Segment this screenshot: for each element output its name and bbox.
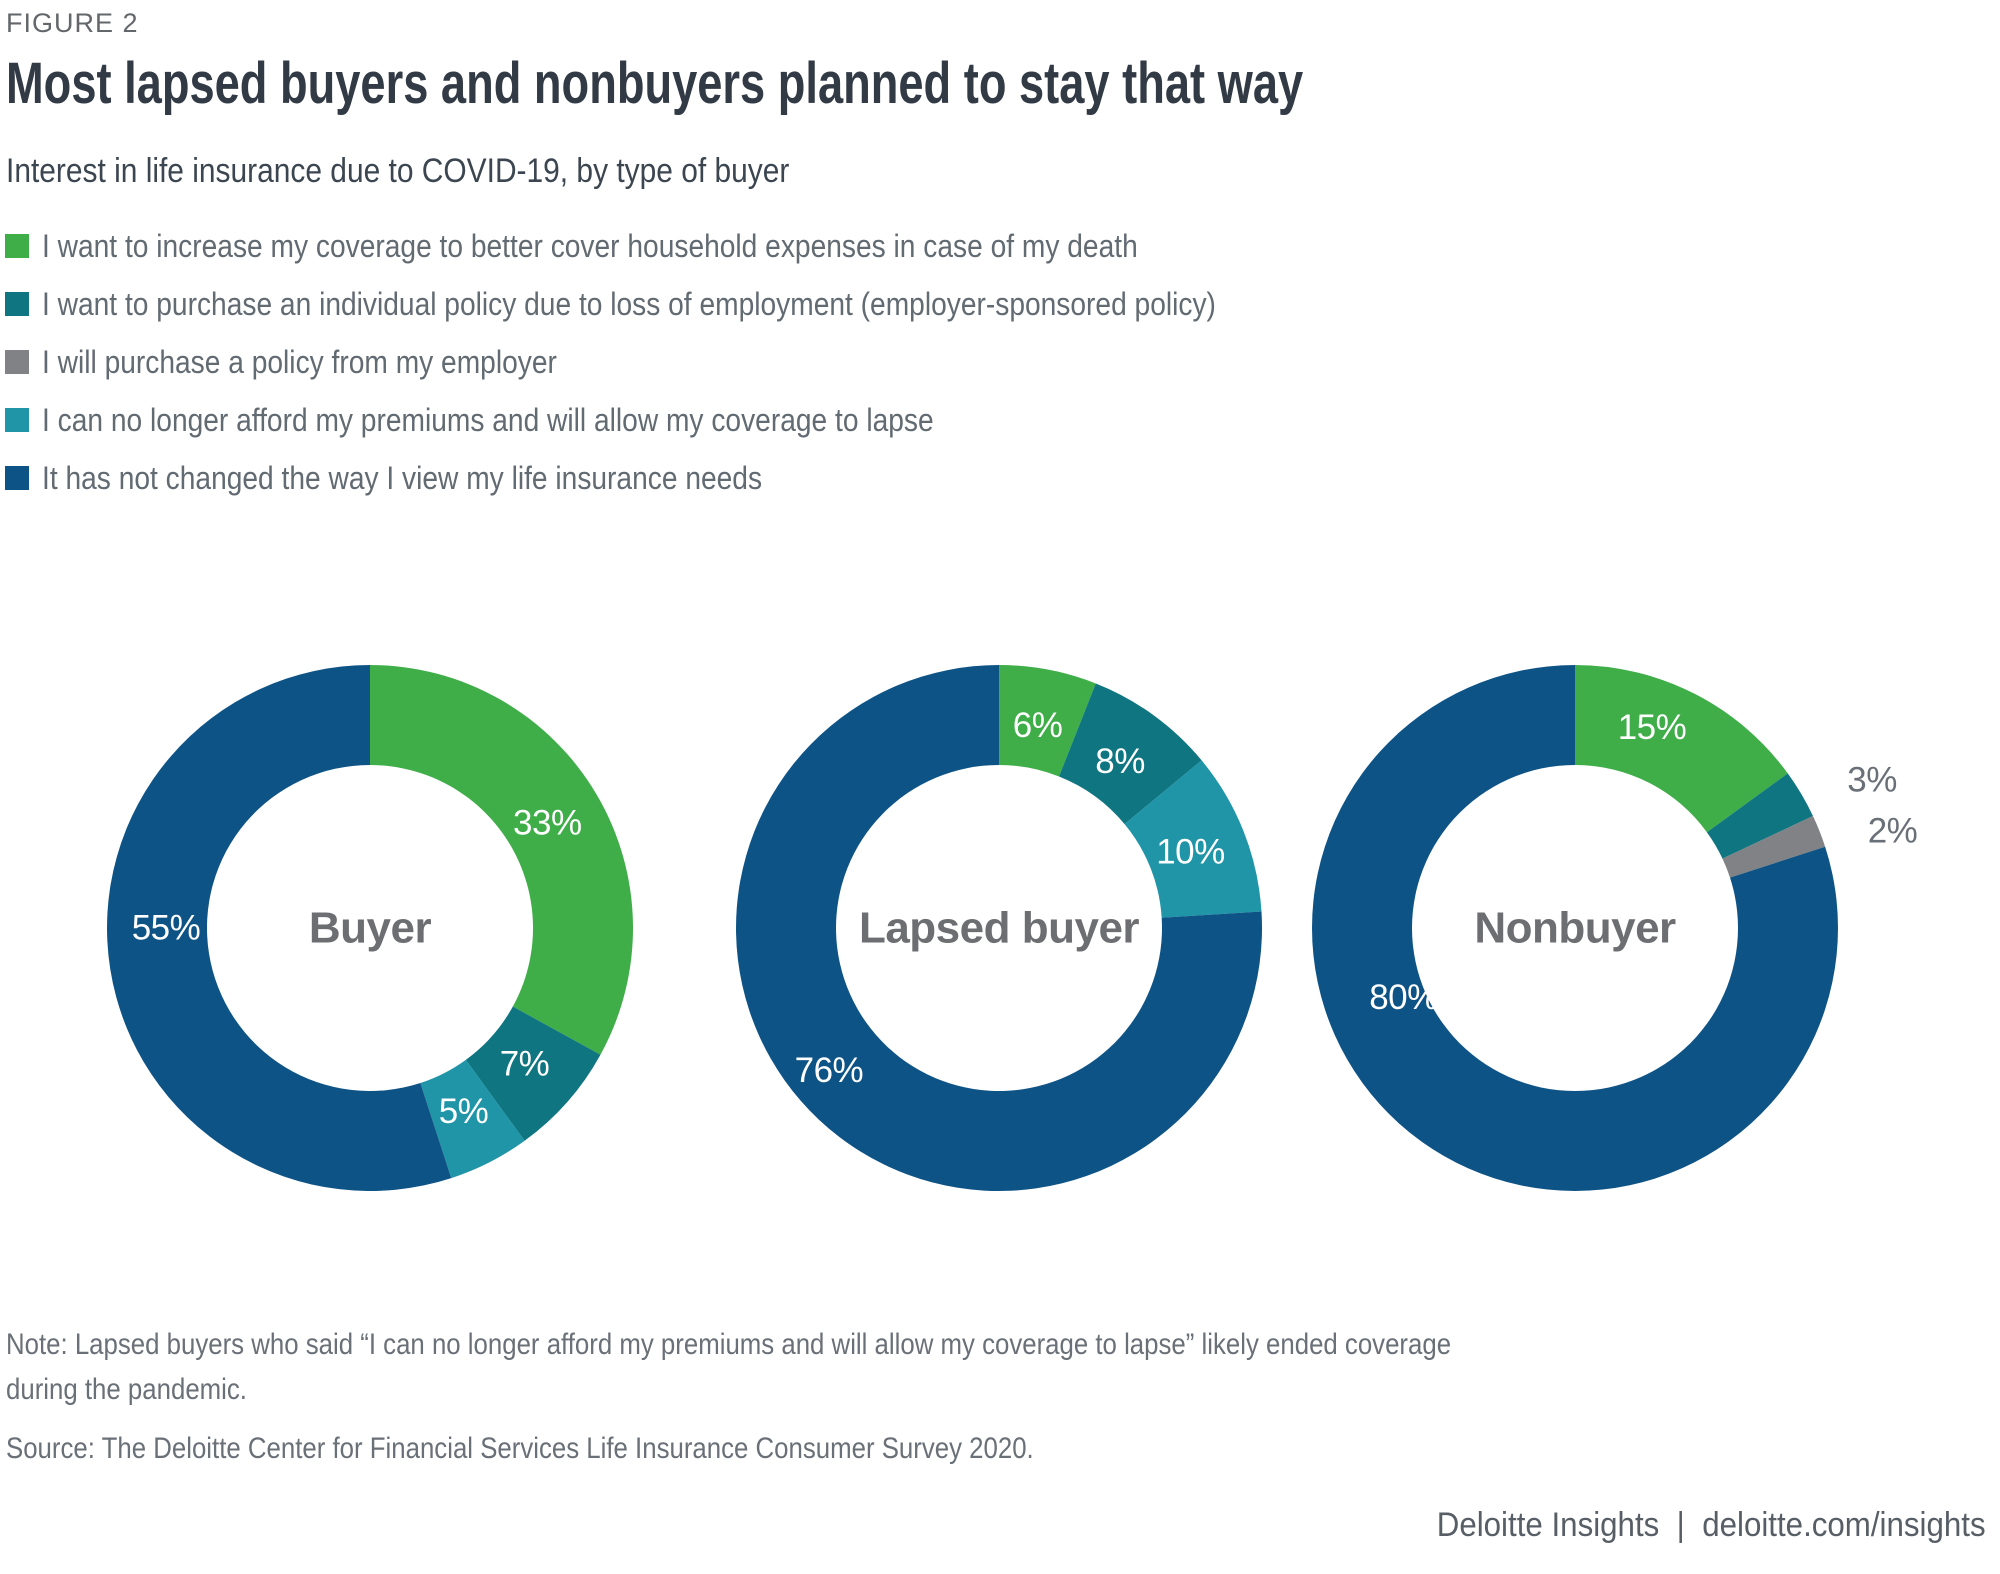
slice-nonbuyer-unchanged <box>1312 665 1839 1191</box>
slice-label-lapsed-buyer-individual: 8% <box>1095 742 1145 781</box>
slice-buyer-increase <box>370 665 634 1055</box>
legend-label: I will purchase a policy from my employe… <box>42 343 557 380</box>
slice-buyer-lapse <box>420 1059 525 1179</box>
slice-label-lapsed-buyer-lapse: 10% <box>1156 833 1225 872</box>
slice-label-buyer-unchanged: 55% <box>132 909 201 948</box>
legend-swatch-icon <box>5 292 29 316</box>
legend-item: I want to purchase an individual policy … <box>5 284 1376 324</box>
slice-nonbuyer-individual <box>1706 773 1813 859</box>
donut-charts: 33% 7% 5% 55% Buyer 6% 8% 10% 76% Lapsed buyer 15%… <box>0 638 2000 1218</box>
slice-label-buyer-increase: 33% <box>513 804 582 843</box>
slice-nonbuyer-employer <box>1722 816 1826 878</box>
legend-swatch-icon <box>5 408 29 432</box>
slice-nonbuyer-increase <box>1575 665 1788 833</box>
legend-label: It has not changed the way I view my lif… <box>42 459 763 496</box>
slice-label-nonbuyer-increase: 15% <box>1618 708 1687 747</box>
legend-item: I want to increase my coverage to better… <box>5 226 1376 266</box>
donut-center-label-nonbuyer: Nonbuyer <box>1474 904 1676 953</box>
legend-item: It has not changed the way I view my lif… <box>5 458 1376 498</box>
slice-label-buyer-lapse: 5% <box>439 1092 489 1131</box>
legend-label: I want to increase my coverage to better… <box>42 227 1138 264</box>
legend: I want to increase my coverage to better… <box>5 226 1376 516</box>
donut-charts-svg: 33% 7% 5% 55% Buyer 6% 8% 10% 76% Lapsed buyer 15%… <box>107 665 1918 1191</box>
slice-lapsed-buyer-increase <box>999 665 1096 777</box>
page-subtitle: Interest in life insurance due to COVID-… <box>6 152 896 191</box>
slice-label-lapsed-buyer-unchanged: 76% <box>795 1051 864 1090</box>
page-title-text: Most lapsed buyers and nonbuyers planned… <box>6 51 1304 116</box>
footer-site: deloitte.com/insights <box>1702 1506 1986 1544</box>
slice-label-lapsed-buyer-increase: 6% <box>1013 706 1063 745</box>
legend-swatch-icon <box>5 234 29 258</box>
donut-center-label-lapsed-buyer: Lapsed buyer <box>859 904 1139 953</box>
footer-brand: Deloitte Insights <box>1437 1506 1660 1544</box>
note-text: Note: Lapsed buyers who said “I can no l… <box>6 1328 1452 1406</box>
slice-label-buyer-individual: 7% <box>500 1045 550 1084</box>
legend-swatch-icon <box>5 466 29 490</box>
page-title: Most lapsed buyers and nonbuyers planned… <box>6 50 1669 117</box>
figure-label: FIGURE 2 <box>6 8 139 38</box>
slice-lapsed-buyer-lapse <box>1124 760 1262 918</box>
slice-lapsed-buyer-unchanged <box>735 665 1262 1191</box>
source-text: Source: The Deloitte Center for Financia… <box>6 1432 1034 1465</box>
page-subtitle-text: Interest in life insurance due to COVID-… <box>6 152 790 190</box>
legend-item: I can no longer afford my premiums and w… <box>5 400 1376 440</box>
donut-chart-lapsed-buyer: 6% 8% 10% 76% Lapsed buyer <box>735 665 1262 1191</box>
slice-label-nonbuyer-employer: 2% <box>1868 811 1918 850</box>
donut-chart-buyer: 33% 7% 5% 55% Buyer <box>107 665 634 1191</box>
footer-text: Deloitte Insights | deloitte.com/insight… <box>1389 1506 1986 1545</box>
slice-buyer-individual <box>465 1006 601 1141</box>
slice-label-nonbuyer-unchanged: 80% <box>1369 978 1438 1017</box>
slice-lapsed-buyer-individual <box>1059 683 1202 825</box>
slice-label-nonbuyer-individual: 3% <box>1847 760 1897 799</box>
slice-buyer-unchanged <box>107 665 452 1191</box>
donut-chart-nonbuyer: 15% 3% 2% 80% Nonbuyer <box>1312 665 1918 1191</box>
legend-item: I will purchase a policy from my employe… <box>5 342 1376 382</box>
footer-separator: | <box>1677 1506 1686 1544</box>
legend-swatch-icon <box>5 350 29 374</box>
legend-label: I want to purchase an individual policy … <box>42 285 1216 322</box>
donut-center-label-buyer: Buyer <box>309 904 432 953</box>
legend-label: I can no longer afford my premiums and w… <box>42 401 934 438</box>
